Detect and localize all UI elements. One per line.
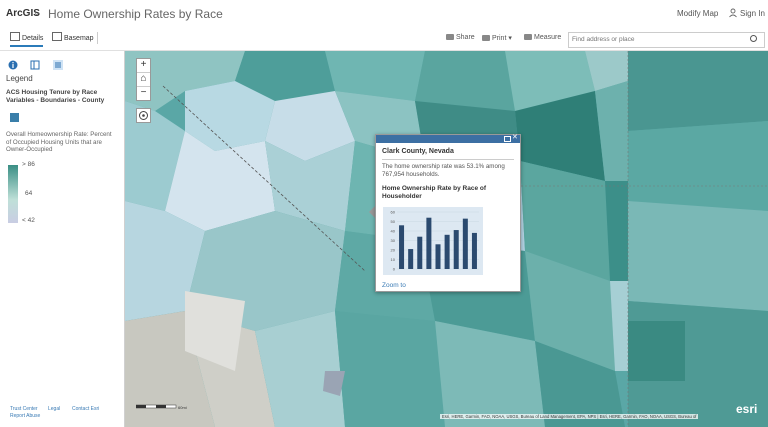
- popup-chart: 0 10 20 30 40 50 60: [383, 207, 483, 275]
- share-label: Share: [456, 34, 475, 41]
- print-label: Print: [492, 35, 507, 42]
- chevron-down-icon[interactable]: ⌄: [33, 7, 41, 17]
- measure-button[interactable]: Measure: [524, 34, 561, 41]
- chart-bar[interactable]: [408, 249, 414, 269]
- legend-icon[interactable]: [52, 60, 63, 70]
- layer-symbol-icon: [10, 113, 19, 122]
- color-ramp: [8, 165, 18, 223]
- tab-basemap-label: Basemap: [64, 35, 94, 42]
- chart-bar[interactable]: [426, 217, 432, 269]
- y-tick-label: 0: [393, 267, 396, 272]
- layer-title: ACS Housing Tenure by Race Variables - B…: [6, 89, 105, 104]
- print-button[interactable]: Print ▾: [482, 34, 512, 42]
- sidebar: Legend ACS Housing Tenure by Race Variab…: [0, 51, 125, 427]
- info-popup: ✕ Clark County, Nevada The home ownershi…: [375, 134, 521, 292]
- measure-label: Measure: [534, 34, 562, 41]
- tab-details[interactable]: Details: [10, 32, 44, 47]
- map-attribution[interactable]: Esri, HERE, Garmin, FAO, NOAA, USGS, Bur…: [440, 414, 699, 419]
- details-icon: [10, 32, 20, 41]
- maximize-icon[interactable]: [504, 136, 511, 142]
- locate-icon: [139, 111, 148, 120]
- printer-icon: [482, 35, 490, 41]
- sign-in-link[interactable]: Sign In: [740, 9, 765, 18]
- y-tick-label: 30: [391, 238, 396, 243]
- popup-description: The home ownership rate was 53.1% among …: [382, 163, 505, 178]
- home-button[interactable]: ⌂: [137, 73, 150, 87]
- popup-header: [376, 135, 520, 143]
- sidebar-icons: [8, 57, 71, 75]
- search-input[interactable]: [568, 32, 765, 48]
- chart-bar[interactable]: [462, 218, 468, 269]
- contact-link[interactable]: Contact Esri: [72, 406, 100, 412]
- share-button[interactable]: Share: [446, 34, 475, 41]
- locate-button[interactable]: [136, 108, 151, 123]
- content-icon[interactable]: [30, 60, 40, 70]
- esri-logo: esri: [736, 402, 758, 416]
- tab-details-label: Details: [22, 35, 44, 42]
- zoom-to-link[interactable]: Zoom to: [382, 282, 406, 289]
- legal-link[interactable]: Legal: [48, 406, 61, 412]
- popup-chart-title: Home Ownership Rate by Race of Household…: [382, 185, 487, 200]
- ramp-low-label: < 42: [22, 217, 35, 224]
- toolbar: Details Basemap Share Print ▾ Measure: [0, 28, 768, 51]
- chart-bar[interactable]: [444, 234, 450, 269]
- basemap-grid-icon: [52, 32, 62, 41]
- y-tick-label: 20: [391, 248, 396, 253]
- scale-bar: 60mi: [136, 404, 187, 410]
- trust-center-link[interactable]: Trust Center: [10, 406, 38, 412]
- arcgis-brand[interactable]: ArcGIS: [6, 8, 40, 19]
- toolbar-divider: [97, 32, 98, 44]
- zoom-in-button[interactable]: +: [137, 59, 150, 73]
- info-icon[interactable]: [8, 60, 18, 70]
- popup-pointer: [369, 206, 375, 218]
- share-icon: [446, 34, 454, 40]
- popup-divider: [382, 159, 514, 160]
- y-tick-label: 40: [391, 229, 396, 234]
- search-icon[interactable]: [750, 35, 757, 42]
- top-bar: ArcGIS ⌄ Home Ownership Rates by Race Mo…: [0, 0, 768, 28]
- scale-label: 60mi: [178, 405, 187, 410]
- legend-field-label: Overall Homeownership Rate: Percent of O…: [6, 131, 112, 153]
- y-tick-label: 10: [391, 257, 396, 262]
- chart-bar[interactable]: [471, 232, 477, 269]
- close-icon[interactable]: ✕: [512, 134, 518, 141]
- map-view[interactable]: [125, 51, 768, 427]
- report-abuse-link[interactable]: Report Abuse: [10, 413, 41, 419]
- ramp-high-label: > 86: [22, 161, 35, 168]
- zoom-out-button[interactable]: −: [140, 87, 147, 98]
- tab-basemap[interactable]: Basemap: [52, 32, 94, 42]
- legend-heading: Legend: [6, 74, 33, 83]
- chart-bar[interactable]: [417, 236, 423, 269]
- y-tick-label: 50: [391, 219, 396, 224]
- chart-bar[interactable]: [453, 230, 459, 269]
- ruler-icon: [524, 34, 532, 40]
- bar-chart: 0 10 20 30 40 50 60: [391, 210, 479, 272]
- ramp-mid-label: 64: [25, 190, 33, 197]
- zoom-control: + ⌂ −: [136, 58, 151, 101]
- popup-title: Clark County, Nevada: [382, 148, 454, 155]
- choropleth-map[interactable]: [125, 51, 768, 427]
- modify-map-link[interactable]: Modify Map: [677, 9, 719, 18]
- user-icon[interactable]: [728, 8, 738, 18]
- y-tick-label: 60: [391, 210, 396, 215]
- chart-bar[interactable]: [399, 225, 405, 269]
- chart-bar[interactable]: [435, 244, 441, 269]
- page-title: Home Ownership Rates by Race: [48, 7, 223, 21]
